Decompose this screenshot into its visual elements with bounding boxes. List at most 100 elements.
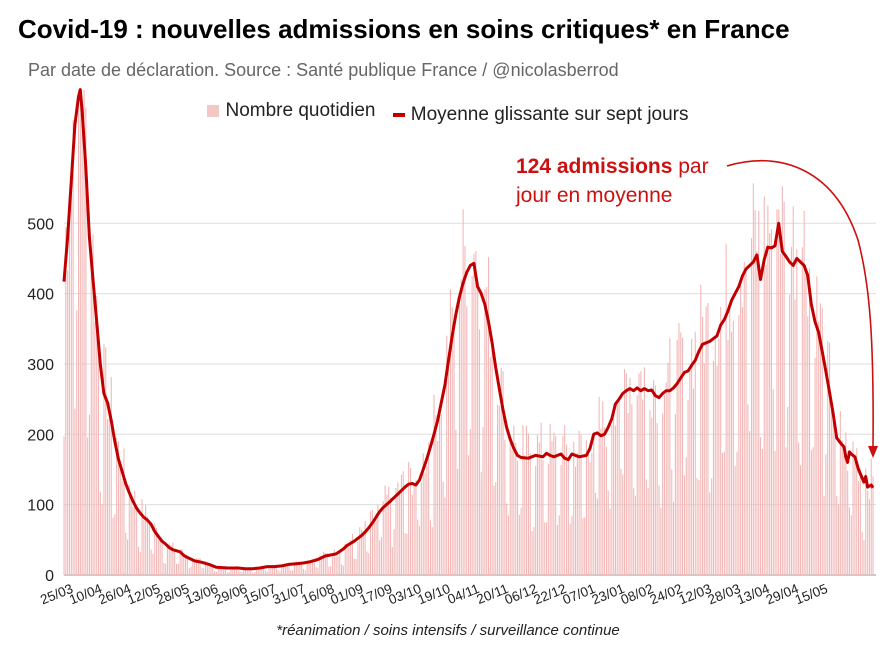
daily-bar xyxy=(348,543,350,575)
daily-bar xyxy=(600,428,602,575)
daily-bar xyxy=(789,294,791,575)
daily-bar xyxy=(609,508,611,575)
daily-bar xyxy=(85,107,87,575)
daily-bar xyxy=(94,322,96,575)
daily-bar xyxy=(517,461,519,575)
daily-bar xyxy=(330,566,332,575)
daily-bar xyxy=(185,555,187,575)
daily-bar xyxy=(419,526,421,575)
daily-bar xyxy=(422,453,424,575)
daily-bar xyxy=(101,503,103,575)
daily-bar xyxy=(556,524,558,575)
daily-bar xyxy=(107,419,109,575)
daily-bar xyxy=(772,389,774,575)
daily-bar xyxy=(321,557,323,575)
daily-bar xyxy=(838,504,840,575)
daily-bar xyxy=(502,371,504,575)
daily-bar xyxy=(477,286,479,575)
daily-bar xyxy=(852,441,854,575)
daily-bar xyxy=(506,503,508,575)
daily-bar xyxy=(417,519,419,575)
daily-bar xyxy=(214,571,216,575)
daily-bar xyxy=(712,361,714,575)
daily-bar xyxy=(243,568,245,575)
daily-bar xyxy=(497,404,499,575)
daily-bar xyxy=(785,447,787,575)
daily-bar xyxy=(110,376,112,575)
daily-bar xyxy=(515,443,517,575)
daily-bar xyxy=(658,485,660,575)
legend-line-swatch xyxy=(392,113,405,117)
daily-bar xyxy=(595,492,597,575)
daily-bar xyxy=(867,490,869,575)
daily-bar xyxy=(259,566,261,575)
daily-bar xyxy=(493,485,495,575)
daily-bar xyxy=(629,377,631,575)
daily-bar xyxy=(205,561,207,575)
daily-bar xyxy=(413,482,415,575)
daily-bar xyxy=(295,561,297,575)
daily-bar xyxy=(292,570,294,575)
daily-bar xyxy=(386,494,388,575)
daily-bar xyxy=(117,441,119,575)
daily-bar xyxy=(239,571,241,575)
daily-bar xyxy=(469,429,471,575)
daily-bar xyxy=(177,563,179,575)
legend-item-line: Moyenne glissante sur sept jours xyxy=(392,104,689,126)
daily-bar xyxy=(319,555,321,575)
daily-bar xyxy=(732,320,734,575)
daily-bar xyxy=(769,233,771,575)
daily-bar xyxy=(486,287,488,575)
daily-bar xyxy=(315,566,317,575)
daily-bar xyxy=(402,471,404,575)
daily-bar xyxy=(460,279,462,575)
daily-bar xyxy=(642,399,644,575)
daily-bar xyxy=(272,567,274,575)
daily-bar xyxy=(660,507,662,575)
daily-bar xyxy=(388,486,390,575)
daily-bar xyxy=(442,481,444,575)
daily-bar xyxy=(562,436,564,575)
daily-bar xyxy=(415,479,417,575)
daily-bar xyxy=(580,434,582,575)
daily-bar xyxy=(234,568,236,575)
daily-bar xyxy=(685,457,687,575)
daily-bar xyxy=(112,517,114,575)
daily-bar xyxy=(254,572,256,575)
daily-bar xyxy=(395,488,397,575)
daily-bar xyxy=(540,422,542,575)
daily-bar xyxy=(823,495,825,575)
daily-bar xyxy=(190,566,192,575)
daily-bar xyxy=(246,567,248,575)
daily-bar xyxy=(150,549,152,575)
daily-bar xyxy=(865,468,867,575)
daily-bar xyxy=(368,553,370,575)
daily-bar xyxy=(232,567,234,575)
daily-bar xyxy=(219,566,221,575)
daily-bar xyxy=(740,282,742,575)
daily-bar xyxy=(359,527,361,575)
daily-bar xyxy=(366,551,368,575)
daily-bar xyxy=(627,413,629,575)
daily-bar xyxy=(624,369,626,575)
daily-bar xyxy=(206,562,208,575)
daily-bar xyxy=(705,306,707,575)
daily-bar xyxy=(518,514,520,575)
daily-bar xyxy=(825,454,827,575)
daily-bar xyxy=(275,564,277,575)
daily-bar xyxy=(575,466,577,575)
daily-bar xyxy=(714,338,716,575)
daily-bar xyxy=(683,475,685,575)
daily-bar xyxy=(203,568,205,575)
legend-bar-swatch xyxy=(207,105,220,117)
daily-bar xyxy=(729,303,731,575)
daily-bar xyxy=(553,432,555,575)
daily-bar xyxy=(382,501,384,575)
daily-bar xyxy=(520,507,522,575)
daily-bar xyxy=(375,513,377,575)
daily-bar xyxy=(480,472,482,575)
daily-bar xyxy=(105,347,107,575)
daily-bar xyxy=(290,570,292,575)
daily-bar xyxy=(161,539,163,575)
daily-bar xyxy=(136,507,138,575)
